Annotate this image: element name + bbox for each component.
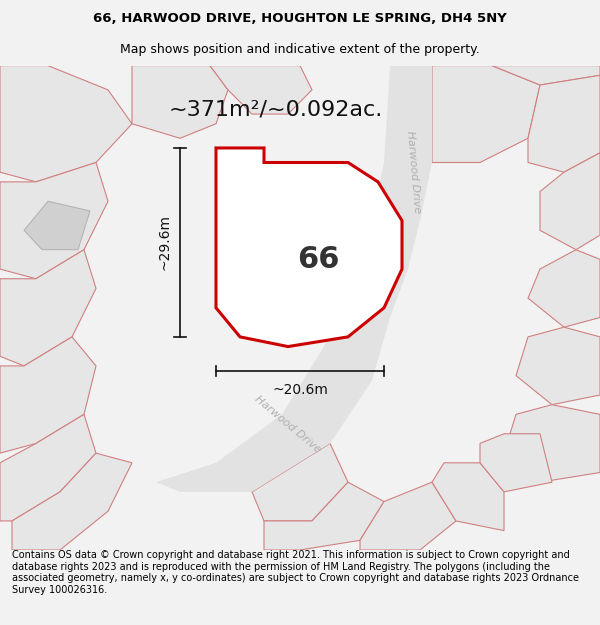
- Polygon shape: [432, 66, 540, 162]
- Polygon shape: [210, 66, 312, 114]
- Polygon shape: [12, 453, 132, 550]
- Polygon shape: [432, 462, 504, 531]
- Polygon shape: [360, 482, 456, 550]
- Polygon shape: [264, 482, 384, 550]
- Polygon shape: [252, 249, 336, 308]
- Text: ~20.6m: ~20.6m: [272, 383, 328, 397]
- Polygon shape: [492, 66, 600, 85]
- Polygon shape: [480, 434, 552, 492]
- Polygon shape: [0, 249, 96, 366]
- Polygon shape: [0, 66, 132, 182]
- Text: Contains OS data © Crown copyright and database right 2021. This information is : Contains OS data © Crown copyright and d…: [12, 550, 579, 595]
- Polygon shape: [528, 75, 600, 172]
- Polygon shape: [0, 337, 96, 453]
- Text: 66, HARWOOD DRIVE, HOUGHTON LE SPRING, DH4 5NY: 66, HARWOOD DRIVE, HOUGHTON LE SPRING, D…: [93, 12, 507, 25]
- Polygon shape: [504, 405, 600, 482]
- Polygon shape: [540, 152, 600, 249]
- Polygon shape: [156, 66, 432, 492]
- Text: 66: 66: [297, 245, 339, 274]
- Text: ~29.6m: ~29.6m: [157, 214, 171, 271]
- Text: ~371m²/~0.092ac.: ~371m²/~0.092ac.: [169, 99, 383, 119]
- Polygon shape: [252, 444, 348, 521]
- Polygon shape: [0, 162, 108, 279]
- Polygon shape: [132, 66, 228, 138]
- Polygon shape: [0, 414, 96, 521]
- Polygon shape: [216, 148, 402, 346]
- Polygon shape: [528, 249, 600, 328]
- Text: Harwood Drive: Harwood Drive: [253, 394, 323, 454]
- Text: Harwood Drive: Harwood Drive: [406, 131, 422, 214]
- Text: Map shows position and indicative extent of the property.: Map shows position and indicative extent…: [120, 44, 480, 56]
- Polygon shape: [516, 328, 600, 405]
- Polygon shape: [24, 201, 90, 249]
